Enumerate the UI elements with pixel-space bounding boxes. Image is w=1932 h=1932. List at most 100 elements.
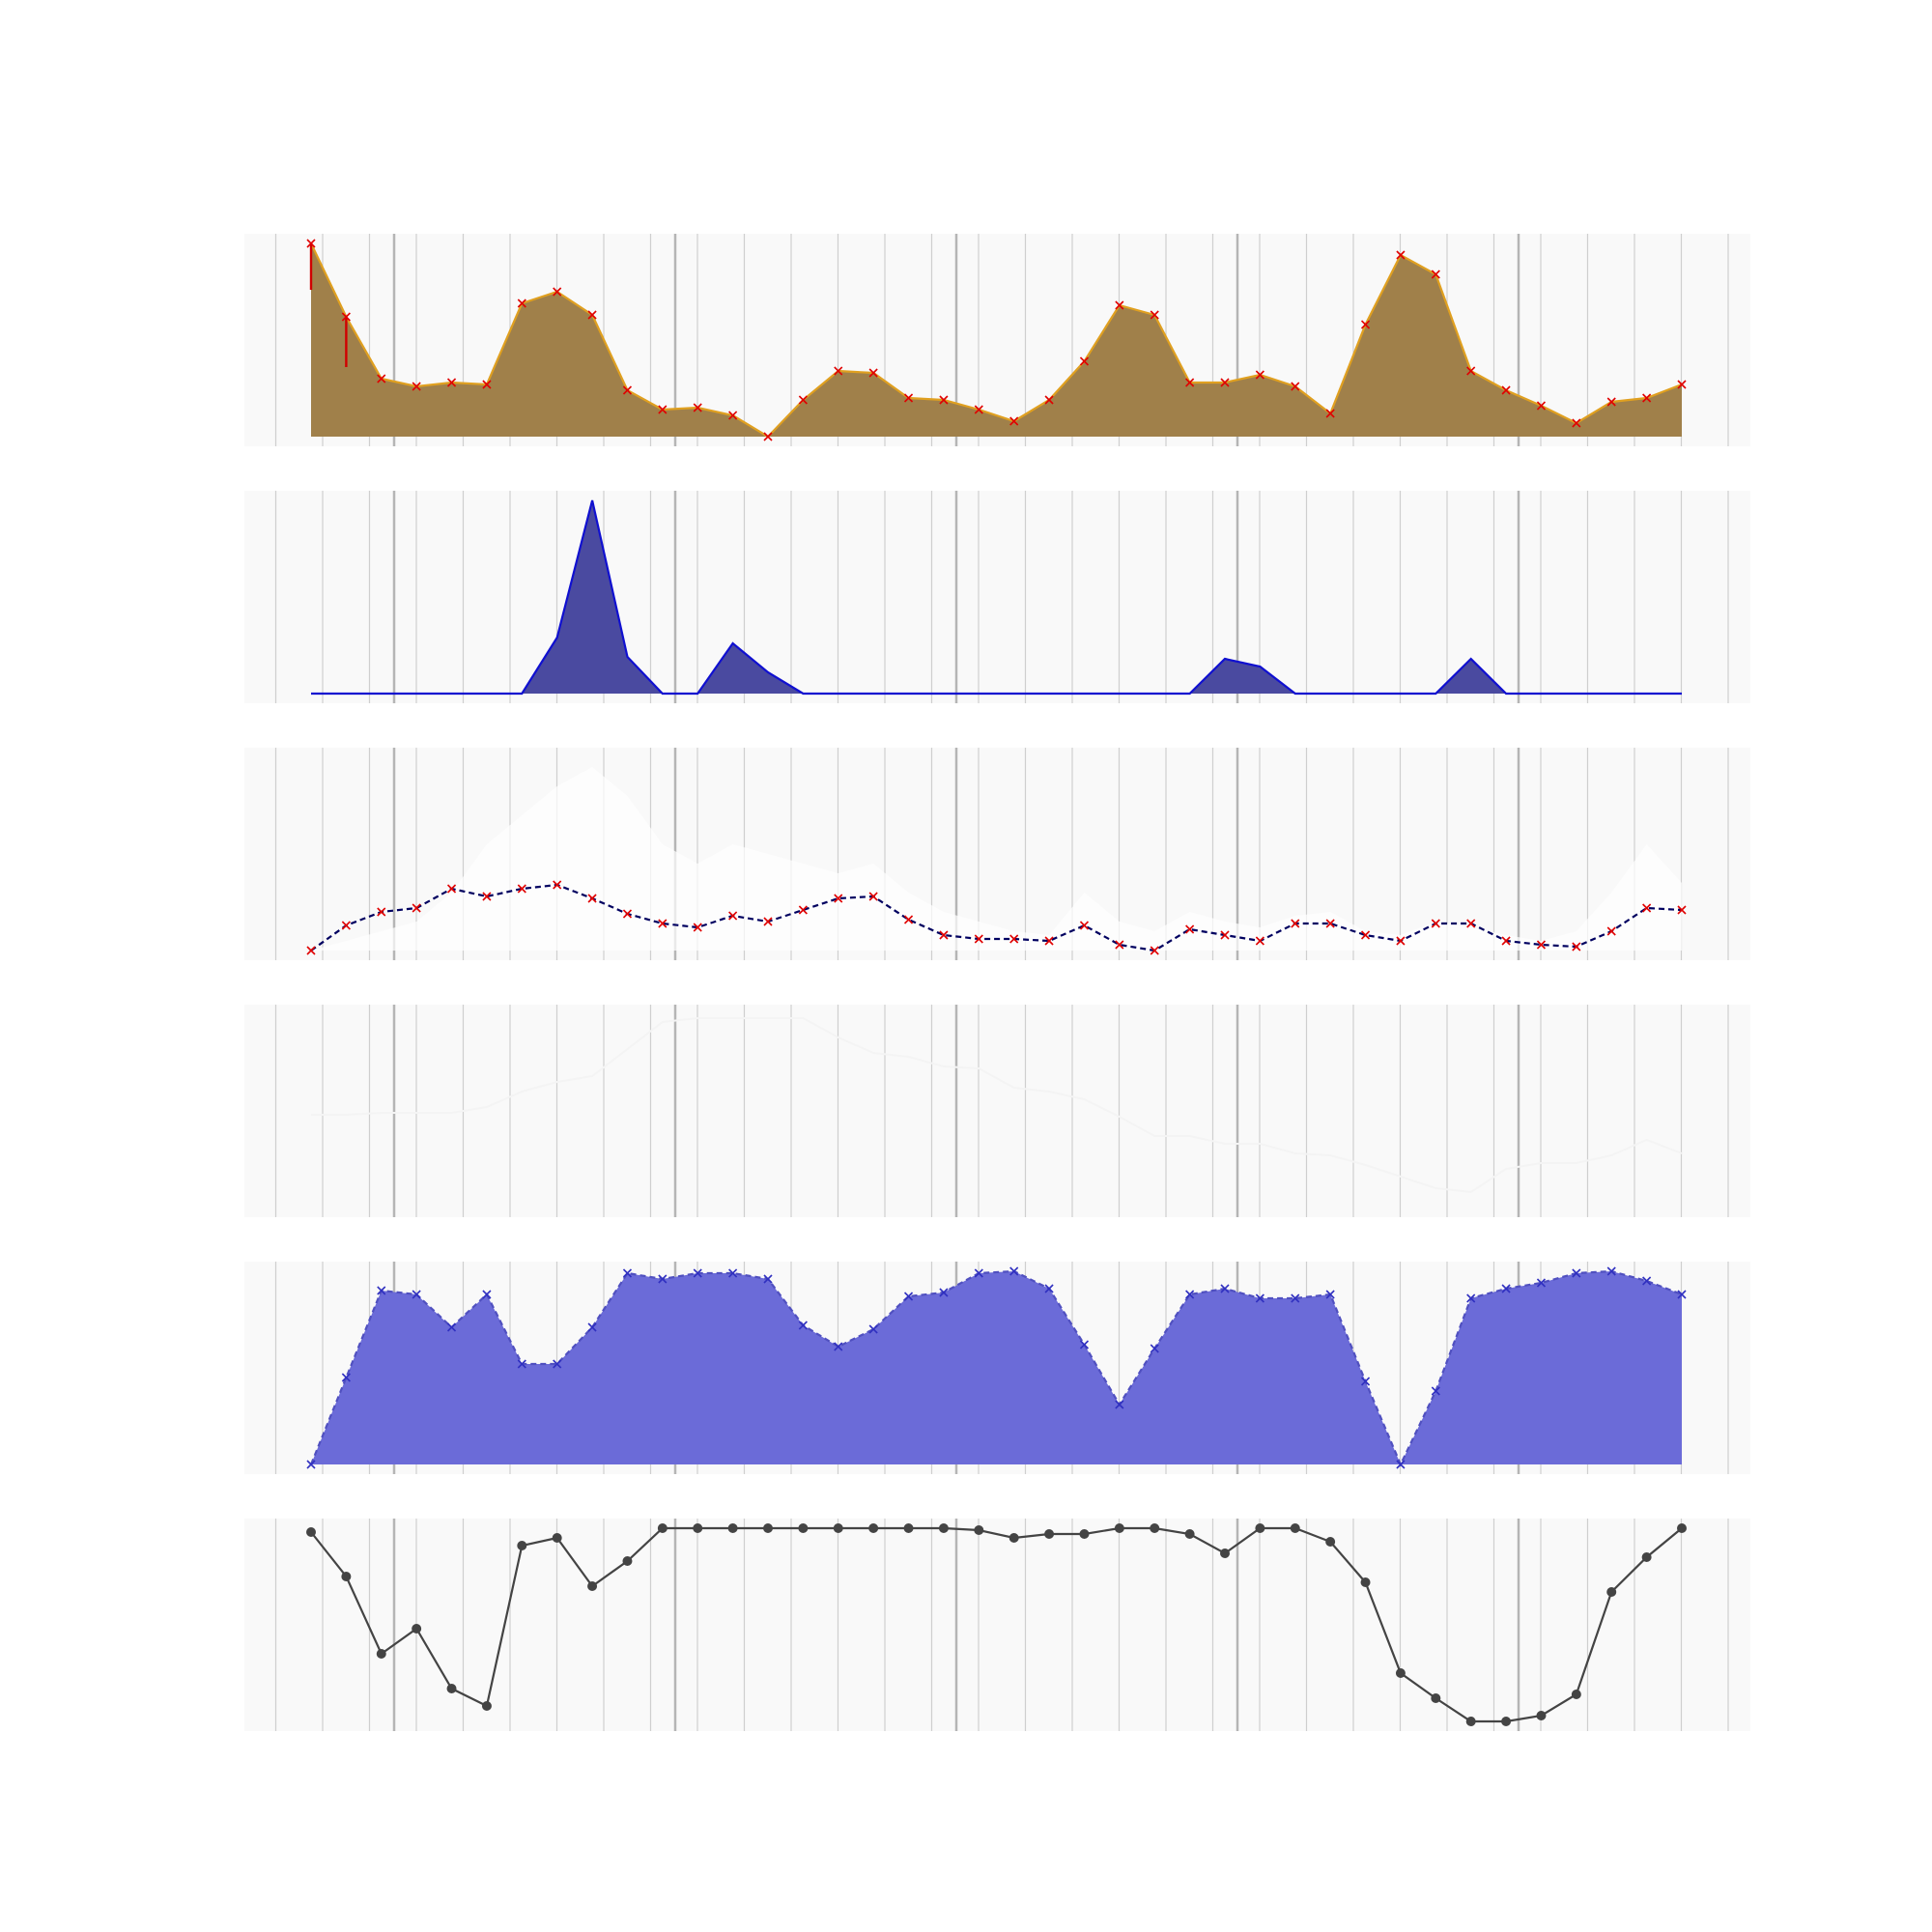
data-point bbox=[939, 395, 949, 405]
marker-stroke bbox=[1501, 936, 1511, 946]
data-point bbox=[1642, 393, 1652, 403]
data-point bbox=[1501, 1717, 1512, 1726]
marker-stroke bbox=[798, 1321, 808, 1330]
data-point bbox=[1044, 395, 1054, 405]
data-point bbox=[587, 1581, 598, 1591]
data-point bbox=[1360, 1577, 1371, 1587]
marker-stroke bbox=[1431, 270, 1440, 279]
series-line bbox=[310, 242, 1683, 439]
marker-stroke bbox=[868, 368, 878, 378]
marker-stroke bbox=[1044, 1284, 1054, 1293]
marker-stroke bbox=[1220, 1284, 1230, 1293]
data-point bbox=[1009, 934, 1019, 944]
data-point bbox=[1114, 1523, 1124, 1533]
marker-stroke bbox=[939, 1288, 949, 1297]
data-point bbox=[693, 1523, 703, 1533]
data-point bbox=[1431, 270, 1440, 279]
marker-stroke bbox=[553, 880, 562, 890]
data-point bbox=[834, 894, 843, 903]
data-point bbox=[446, 1684, 457, 1693]
marker-stroke bbox=[1325, 1290, 1335, 1299]
data-point bbox=[1501, 936, 1511, 946]
marker-stroke bbox=[1606, 397, 1616, 407]
data-point bbox=[798, 905, 808, 915]
marker-stroke bbox=[1396, 250, 1406, 260]
marker-stroke bbox=[1255, 936, 1264, 946]
data-point bbox=[658, 405, 668, 414]
marker-stroke bbox=[1185, 378, 1195, 387]
data-point bbox=[1431, 1386, 1440, 1396]
data-point bbox=[517, 1359, 526, 1369]
data-point bbox=[377, 907, 386, 917]
data-point bbox=[1466, 366, 1476, 376]
data-point bbox=[1079, 921, 1090, 930]
marker-stroke bbox=[868, 1324, 878, 1334]
data-point bbox=[1571, 1690, 1581, 1699]
data-point bbox=[1466, 919, 1476, 928]
data-point bbox=[341, 312, 351, 322]
panel-background bbox=[244, 1519, 1750, 1731]
marker-stroke bbox=[306, 946, 316, 955]
marker-stroke bbox=[1291, 1293, 1300, 1303]
marker-stroke bbox=[1150, 946, 1159, 955]
faint-area bbox=[311, 767, 1682, 951]
data-point bbox=[1572, 418, 1581, 428]
data-point bbox=[974, 934, 983, 944]
data-point bbox=[1677, 380, 1687, 389]
data-point bbox=[798, 1321, 808, 1330]
marker-stroke bbox=[446, 378, 457, 387]
data-point bbox=[1255, 936, 1264, 946]
data-point bbox=[658, 919, 668, 928]
marker-stroke bbox=[763, 917, 773, 926]
marker-stroke bbox=[1642, 903, 1652, 913]
data-point bbox=[552, 1533, 562, 1543]
data-point bbox=[622, 909, 633, 919]
panel-1 bbox=[244, 234, 1750, 446]
data-point bbox=[377, 374, 386, 384]
marker-stroke bbox=[728, 411, 738, 420]
data-point bbox=[798, 1523, 809, 1533]
data-point bbox=[1079, 1529, 1090, 1539]
data-point bbox=[553, 287, 562, 297]
data-point bbox=[1009, 416, 1019, 426]
data-point bbox=[1606, 1587, 1617, 1597]
data-point bbox=[482, 892, 492, 901]
panel-4 bbox=[244, 1005, 1750, 1217]
data-point bbox=[693, 923, 702, 932]
data-point bbox=[482, 380, 492, 389]
data-point bbox=[517, 884, 526, 894]
data-point bbox=[1606, 1266, 1616, 1276]
marker-stroke bbox=[412, 1290, 421, 1299]
marker-stroke bbox=[834, 1342, 843, 1351]
marker-stroke bbox=[1572, 418, 1581, 428]
data-point bbox=[903, 915, 914, 924]
data-point bbox=[306, 1527, 316, 1537]
marker-stroke bbox=[482, 380, 492, 389]
data-point bbox=[1641, 1552, 1652, 1562]
marker-stroke bbox=[1501, 385, 1511, 395]
data-point bbox=[306, 1460, 316, 1469]
data-point bbox=[341, 921, 351, 930]
data-point bbox=[868, 1324, 878, 1334]
data-point bbox=[1255, 1523, 1265, 1533]
data-point bbox=[446, 884, 457, 894]
data-point bbox=[1501, 1284, 1511, 1293]
marker-stroke bbox=[587, 1322, 597, 1332]
marker-stroke bbox=[587, 894, 597, 903]
data-point bbox=[1572, 1268, 1581, 1278]
data-point bbox=[1220, 1548, 1230, 1558]
data-point bbox=[412, 382, 421, 391]
data-point bbox=[727, 1523, 738, 1533]
marker-stroke bbox=[658, 405, 668, 414]
data-point bbox=[834, 1342, 843, 1351]
data-point bbox=[1677, 1523, 1687, 1533]
marker-stroke bbox=[1466, 919, 1476, 928]
marker-stroke bbox=[1642, 393, 1652, 403]
marker-stroke bbox=[622, 385, 633, 395]
data-point bbox=[517, 1541, 527, 1550]
data-point bbox=[1291, 1293, 1300, 1303]
data-point bbox=[1572, 942, 1581, 952]
data-point bbox=[587, 310, 597, 320]
